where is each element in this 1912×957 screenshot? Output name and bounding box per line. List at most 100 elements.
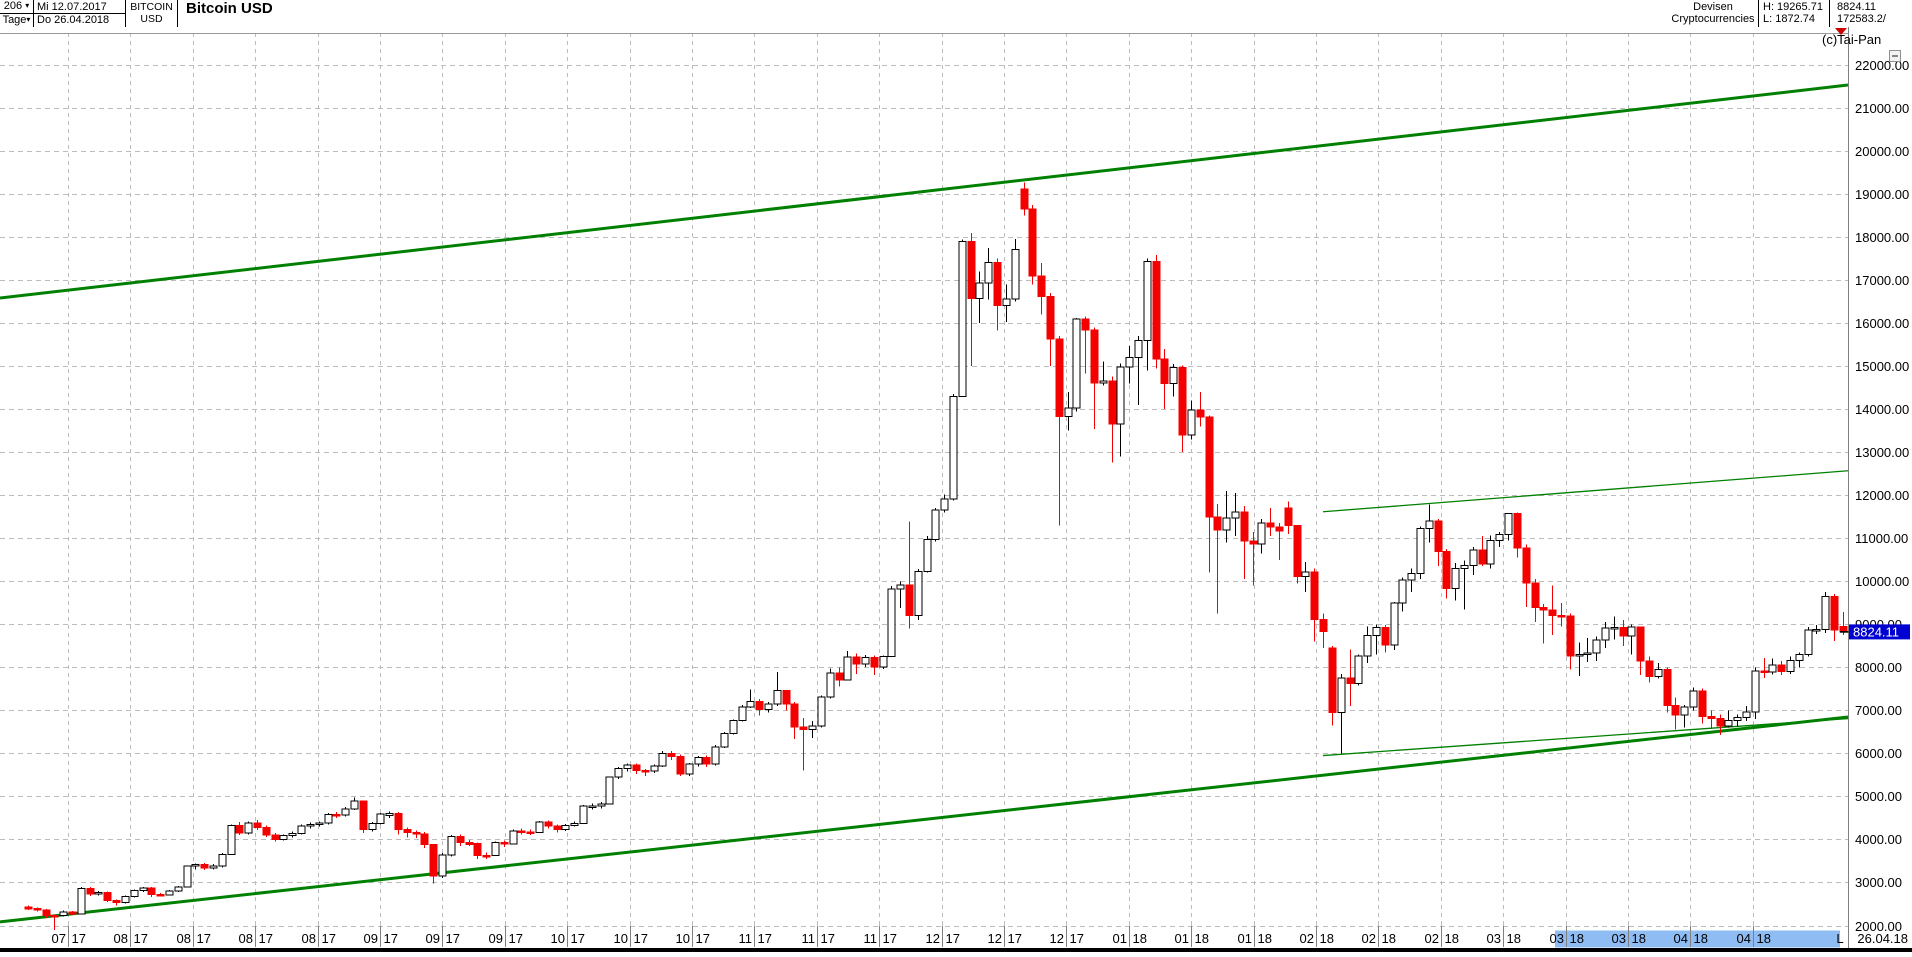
candle-body (279, 835, 288, 840)
date-tick-month: 09 (426, 931, 440, 946)
candle-body (967, 240, 976, 300)
candle-body (738, 706, 747, 721)
date-tick-year: 17 (1008, 931, 1022, 946)
candle-body (1645, 660, 1654, 677)
candle-body (1442, 551, 1451, 590)
candle-body (1169, 366, 1178, 385)
date-tick-year: 17 (696, 931, 710, 946)
candlestick-chart[interactable]: 22000.00 21000.00 20000.00 19000.00 18000.00… (0, 27, 1912, 952)
candle-body (341, 808, 350, 816)
candle-body (429, 844, 438, 877)
candle-body (200, 863, 209, 869)
minor-channel-lower[interactable] (1322, 717, 1848, 757)
candle-body (253, 822, 262, 828)
candle-body (1354, 655, 1363, 685)
candle-body (394, 813, 403, 831)
date-tick-month: 12 (1050, 931, 1064, 946)
candle-body (667, 753, 676, 757)
date-tick-year: 18 (1507, 931, 1521, 946)
candle-body (1495, 534, 1504, 541)
major-channel-upper[interactable] (0, 83, 1848, 300)
candle-body (262, 826, 271, 836)
candle-body (121, 896, 130, 904)
date-tick-year: 18 (1320, 931, 1334, 946)
date-tick-month: 03 (1612, 931, 1626, 946)
candle-body (1240, 511, 1249, 542)
minor-channel-upper[interactable] (1322, 470, 1848, 513)
date-from-field[interactable]: Mi 12.07.2017 (34, 0, 126, 14)
date-tick-month: 08 (302, 931, 316, 946)
candle-body (359, 800, 368, 830)
trend-channel-lines[interactable] (0, 83, 1848, 924)
candle-body (896, 584, 905, 590)
candle-body (350, 800, 359, 810)
candle-body (438, 854, 447, 877)
period-low: L: 1872.74 (1763, 13, 1815, 25)
period-dropdown[interactable]: Tage▾ (0, 14, 34, 27)
price-tick-label: 13000.00 (1855, 445, 1909, 460)
date-tick-year: 17 (446, 931, 460, 946)
candle-body (1363, 635, 1372, 657)
horizontal-gridlines (0, 65, 1848, 927)
date-tick-month: 01 (1113, 931, 1127, 946)
candle-body (1434, 520, 1443, 553)
price-tick-label: 10000.00 (1855, 574, 1909, 589)
price-tick-label: 18000.00 (1855, 230, 1909, 245)
candle-body (183, 865, 192, 888)
candle-body (24, 906, 33, 910)
date-tick-month: 10 (676, 931, 690, 946)
candle-body (1522, 547, 1531, 584)
candle-body (1231, 511, 1240, 519)
bottom-bar (0, 948, 1912, 952)
price-tick-label: 3000.00 (1855, 875, 1902, 890)
candle-body (746, 700, 755, 708)
major-channel-lower[interactable] (0, 715, 1848, 924)
candle-body (1566, 615, 1575, 657)
date-tick-month: 01 (1175, 931, 1189, 946)
price-tick-label: 15000.00 (1855, 359, 1909, 374)
candle-body (614, 768, 623, 778)
candle-body (905, 584, 914, 617)
candle-body (517, 830, 526, 833)
candle-body (473, 843, 482, 856)
candle-body (1046, 295, 1055, 340)
candle-body (1222, 517, 1231, 531)
chevron-down-icon: ▾ (25, 1, 30, 10)
candle-body (1143, 261, 1152, 341)
price-tick-label: 8000.00 (1855, 660, 1902, 675)
candle-body (1398, 579, 1407, 604)
candle-body (1839, 625, 1848, 633)
candle-body (817, 696, 826, 727)
date-tick-month: 12 (988, 931, 1002, 946)
chart-area[interactable]: 22000.00 21000.00 20000.00 19000.00 18000.00… (0, 27, 1912, 952)
candle-body (1213, 516, 1222, 531)
candle-body (958, 240, 967, 398)
date-tick-year: 17 (197, 931, 211, 946)
candle-body (130, 890, 139, 898)
date-tick-year: 17 (883, 931, 897, 946)
candle-body (764, 703, 773, 710)
date-to-field[interactable]: Do 26.04.2018 (34, 14, 126, 27)
candle-body (914, 570, 923, 617)
candle-body (1178, 366, 1187, 436)
date-tick-month: 07 (52, 931, 66, 946)
candle-body (191, 863, 200, 867)
candle-body (1425, 520, 1434, 530)
price-tick-label: 21000.00 (1855, 101, 1909, 116)
date-tick-year: 18 (1757, 931, 1771, 946)
candle-body (1821, 595, 1830, 630)
candle-body (482, 854, 491, 858)
candle-body (235, 824, 244, 834)
axis-selection-highlight[interactable] (1555, 930, 1840, 948)
candle-body (1249, 540, 1258, 545)
candle-body (288, 832, 297, 837)
candle-body (1346, 677, 1355, 685)
candle-body (931, 509, 940, 540)
date-tick-month: 11 (864, 931, 878, 946)
candle-body (553, 825, 562, 831)
bars-count-dropdown[interactable]: 206 ▾ (0, 0, 34, 14)
candle-body (42, 909, 51, 916)
candle-body (1301, 571, 1310, 578)
candle-body (1760, 670, 1769, 674)
price-tick-label: 22000.00 (1855, 58, 1909, 73)
